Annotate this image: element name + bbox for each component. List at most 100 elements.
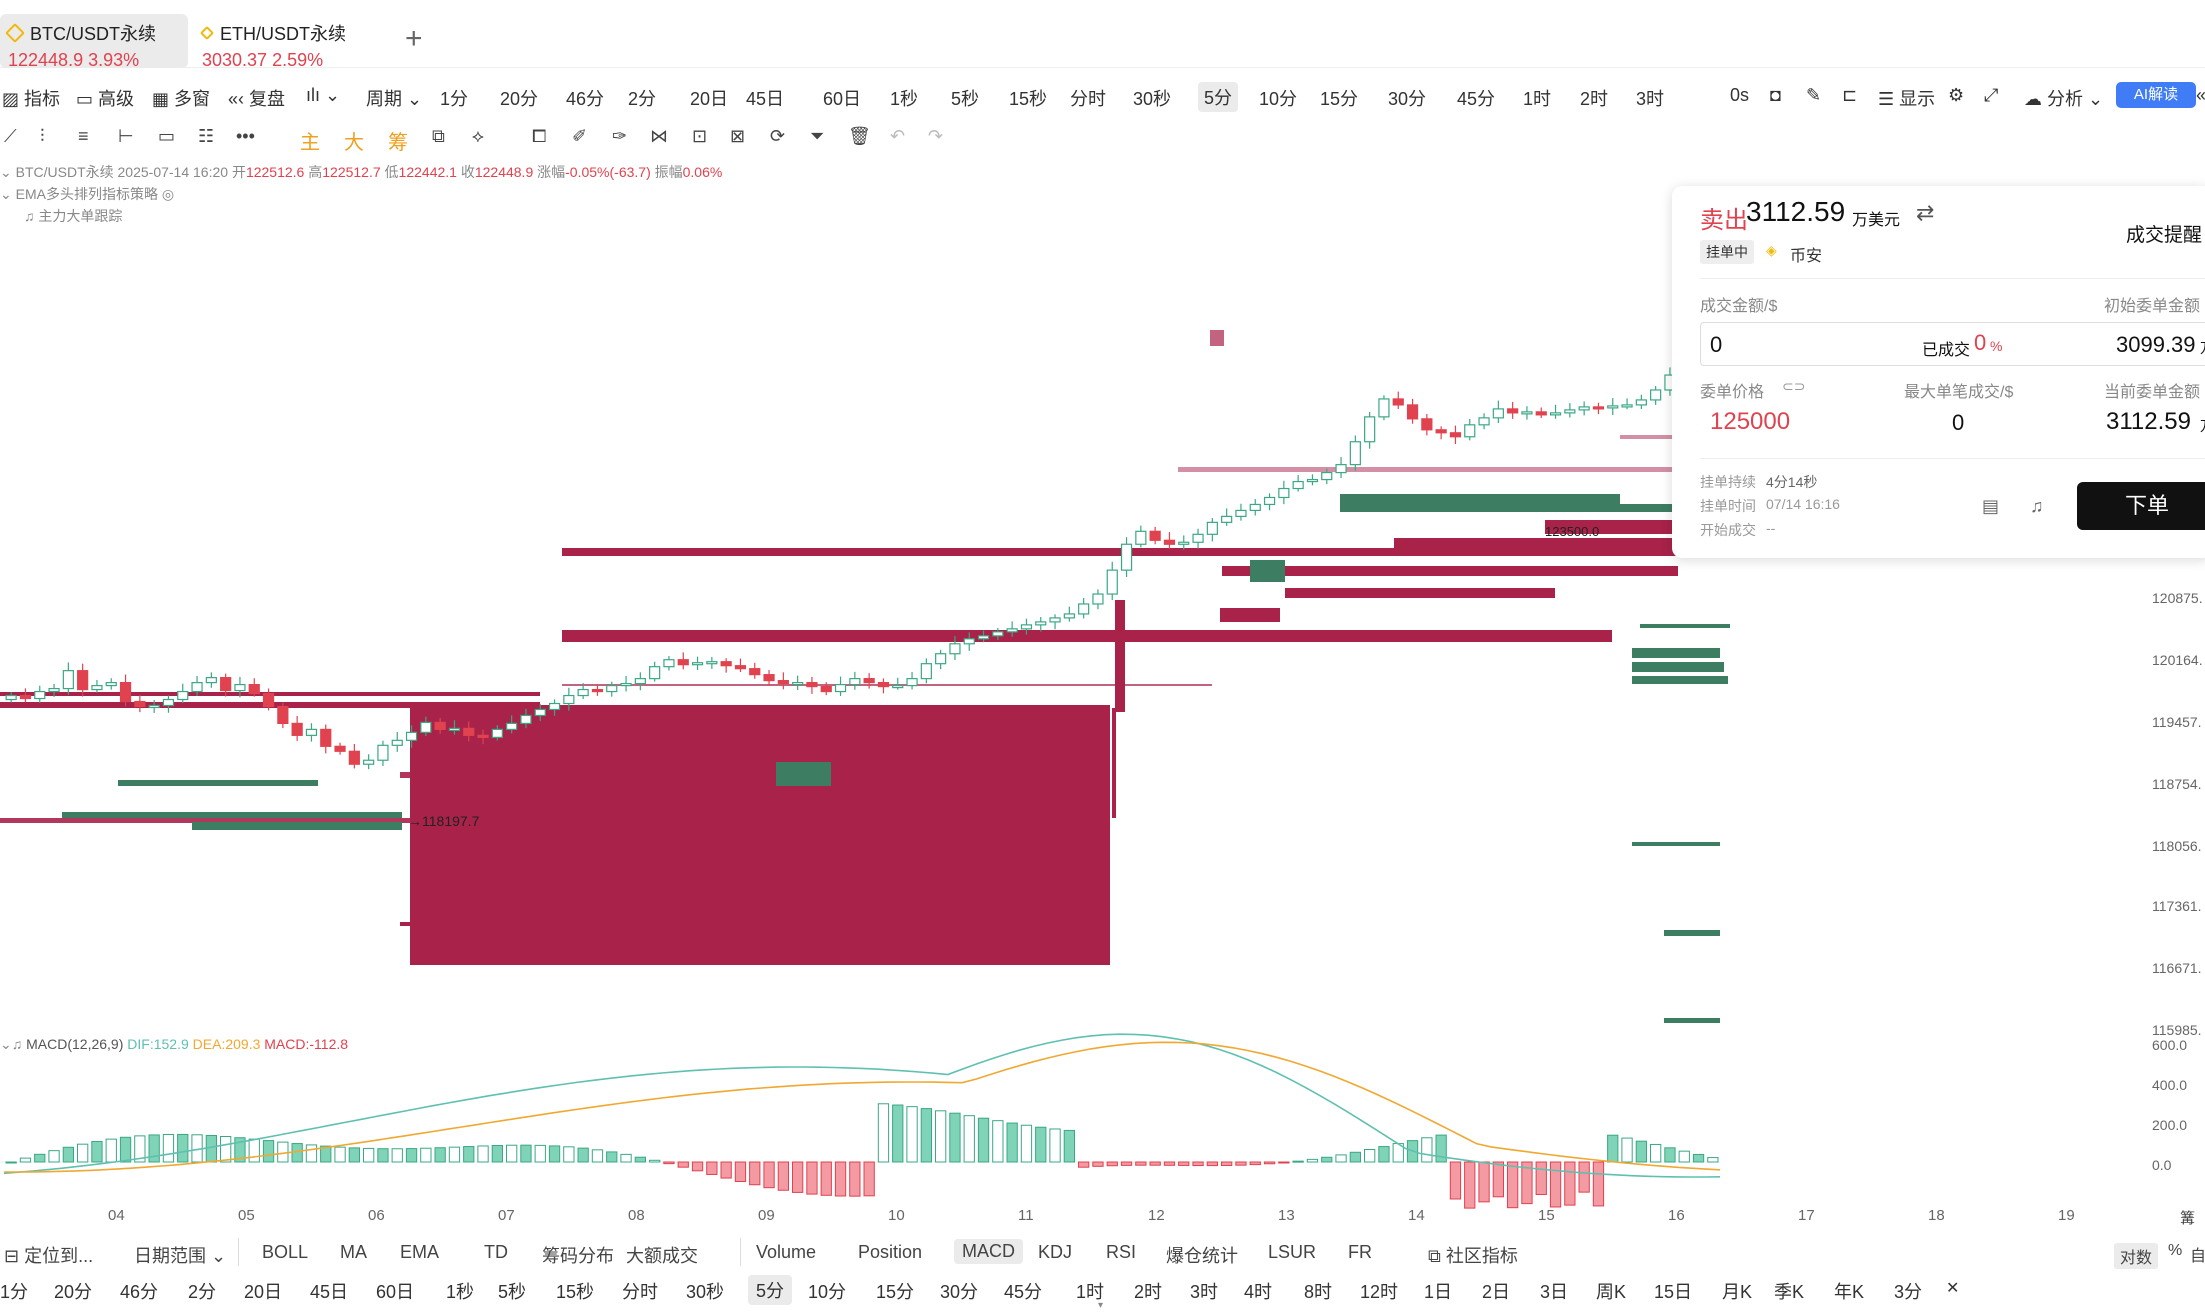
tab-eth[interactable]: ETH/USDT永续 3030.37 2.59% <box>194 14 382 70</box>
layout-icon[interactable]: ⊏ <box>1842 85 1858 105</box>
bottom-interval-17[interactable]: 1时 <box>1076 1282 1105 1302</box>
magnet-icon[interactable]: ⋈ <box>650 126 668 146</box>
more-tools-icon[interactable]: ••• <box>236 126 255 146</box>
bottom-interval-1[interactable]: 20分 <box>54 1282 93 1302</box>
bottom-interval-10[interactable]: 分时 <box>622 1282 658 1302</box>
indicator-11[interactable]: 爆仓统计 <box>1166 1246 1238 1266</box>
strategy-legend[interactable]: ⌄ EMA多头排列指标策略 ◎ <box>0 186 175 202</box>
note-icon[interactable]: ▤ <box>1982 496 2000 516</box>
pattern-icon[interactable]: ⧉ <box>432 126 445 146</box>
indicator-12[interactable]: LSUR <box>1268 1242 1317 1262</box>
highlighter-icon[interactable]: ✑ <box>612 126 628 146</box>
bottom-interval-5[interactable]: 45日 <box>310 1282 349 1302</box>
bottom-interval-4[interactable]: 20日 <box>244 1282 283 1302</box>
chart-type-icon[interactable]: ılı ⌄ <box>306 85 341 105</box>
bottom-interval-11[interactable]: 30秒 <box>686 1282 725 1302</box>
interval-11[interactable]: 30秒 <box>1133 89 1172 109</box>
eye-hidden-icon[interactable]: ◎ <box>161 186 175 202</box>
indicator-13[interactable]: FR <box>1348 1242 1372 1262</box>
pen-icon[interactable]: ✎ <box>1806 85 1822 105</box>
bottom-interval-6[interactable]: 60日 <box>376 1282 415 1302</box>
bottom-interval-29[interactable]: 季K <box>1774 1282 1805 1302</box>
interval-18[interactable]: 2时 <box>1580 89 1609 109</box>
indicator-2[interactable]: EMA <box>400 1242 440 1262</box>
bottom-interval-24[interactable]: 2日 <box>1482 1282 1511 1302</box>
filled-input[interactable] <box>1700 322 2205 366</box>
edit-icon[interactable]: ⊠ <box>730 126 746 146</box>
indicator-3[interactable]: TD <box>484 1242 508 1262</box>
bottom-interval-13[interactable]: 10分 <box>808 1282 847 1302</box>
log-toggle[interactable]: 对数 <box>2114 1243 2159 1269</box>
analysis-button[interactable]: ☁ 分析 ⌄ <box>2024 89 2104 109</box>
interval-16[interactable]: 45分 <box>1457 89 1496 109</box>
bottom-interval-30[interactable]: 年K <box>1834 1282 1865 1302</box>
trendline-icon[interactable]: ⟋ <box>4 126 17 146</box>
interval-12[interactable]: 5分 <box>1198 82 1239 112</box>
bottom-interval-18[interactable]: 2时 <box>1134 1282 1163 1302</box>
bottom-interval-26[interactable]: 周K <box>1596 1282 1627 1302</box>
ray-icon[interactable]: ⊢ <box>118 126 134 146</box>
bottom-interval-16[interactable]: 45分 <box>1004 1282 1043 1302</box>
parallel-icon[interactable]: ⫶ <box>40 126 45 146</box>
settings-gear-icon[interactable]: ⚙ <box>1948 85 1965 105</box>
interval-4[interactable]: 20日 <box>690 89 729 109</box>
bottom-interval-2[interactable]: 46分 <box>120 1282 159 1302</box>
interval-10[interactable]: 分时 <box>1070 89 1106 109</box>
advanced-button[interactable]: ▭ 高级 <box>76 89 135 109</box>
indicator-10[interactable]: RSI <box>1106 1242 1137 1262</box>
interval-8[interactable]: 5秒 <box>951 89 980 109</box>
filter-icon[interactable]: ⏷ <box>810 126 825 146</box>
undo-icon[interactable]: ↶ <box>890 126 906 146</box>
chip-toggle[interactable]: 筹 <box>388 132 408 154</box>
camera-icon[interactable]: ◘ <box>1770 85 1781 105</box>
locate-button[interactable]: ⊟ 定位到... <box>4 1246 94 1266</box>
interval-9[interactable]: 15秒 <box>1009 89 1048 109</box>
indicator-0[interactable]: BOLL <box>262 1242 309 1262</box>
bottom-interval-25[interactable]: 3日 <box>1540 1282 1569 1302</box>
interval-6[interactable]: 60日 <box>823 89 862 109</box>
sync-icon[interactable]: ⟳ <box>770 126 786 146</box>
bottom-interval-12[interactable]: 5分 <box>748 1275 793 1305</box>
display-button[interactable]: ☰ 显示 <box>1878 89 1936 109</box>
date-range-dropdown[interactable]: 日期范围 ⌄ <box>134 1246 227 1266</box>
rect-icon[interactable]: ▭ <box>158 126 176 146</box>
fib-icon[interactable]: ☷ <box>198 126 215 146</box>
bottom-interval-31[interactable]: 3分 <box>1894 1282 1923 1302</box>
interval-14[interactable]: 15分 <box>1320 89 1359 109</box>
indicator-9[interactable]: KDJ <box>1038 1242 1073 1262</box>
interval-5[interactable]: 45日 <box>746 89 785 109</box>
tracker-legend[interactable]: ♫ 主力大单跟踪 <box>24 206 122 226</box>
tab-btc[interactable]: BTC/USDT永续 122448.9 3.93% <box>0 14 188 70</box>
bottom-interval-15[interactable]: 30分 <box>940 1282 979 1302</box>
bottom-interval-23[interactable]: 1日 <box>1424 1282 1453 1302</box>
price-chart[interactable]: 123500.0 →118197.7 <box>0 150 2205 1230</box>
big-toggle[interactable]: 大 <box>344 132 364 154</box>
indicator-4[interactable]: 筹码分布 <box>542 1246 614 1266</box>
bottom-interval-22[interactable]: 12时 <box>1360 1282 1399 1302</box>
indicator-button[interactable]: ▨ 指标 <box>2 89 61 109</box>
main-toggle[interactable]: 主 <box>300 132 320 154</box>
add-tab-icon[interactable]: + <box>405 22 423 55</box>
notify-bell-icon[interactable]: ♫ <box>2030 496 2044 516</box>
bottom-interval-9[interactable]: 15秒 <box>556 1282 595 1302</box>
bottom-interval-7[interactable]: 1秒 <box>446 1282 475 1302</box>
swap-icon[interactable]: ⇄ <box>1916 200 1935 225</box>
auto-toggle[interactable]: 自 <box>2190 1248 2205 1265</box>
collapse-icon[interactable]: « <box>2196 85 2205 106</box>
interval-3[interactable]: 2分 <box>628 89 657 109</box>
redo-icon[interactable]: ↷ <box>928 126 944 146</box>
interval-15[interactable]: 30分 <box>1388 89 1427 109</box>
brush-icon[interactable]: ✐ <box>572 126 588 146</box>
bottom-interval-28[interactable]: 月K <box>1722 1282 1753 1302</box>
interval-17[interactable]: 1时 <box>1523 89 1552 109</box>
indicator-8[interactable]: MACD <box>954 1239 1023 1264</box>
indicator-1[interactable]: MA <box>340 1242 367 1262</box>
interval-7[interactable]: 1秒 <box>890 89 919 109</box>
bottom-interval-21[interactable]: 8时 <box>1304 1282 1333 1302</box>
place-order-button[interactable]: 下单 <box>2077 482 2205 530</box>
settings-right-icon[interactable]: 篝 <box>2180 1210 2196 1227</box>
trash-icon[interactable]: 🗑 <box>848 126 871 146</box>
measure-icon[interactable]: ⟡ <box>472 126 484 146</box>
interval-0[interactable]: 1分 <box>440 89 469 109</box>
bottom-interval-19[interactable]: 3时 <box>1190 1282 1219 1302</box>
